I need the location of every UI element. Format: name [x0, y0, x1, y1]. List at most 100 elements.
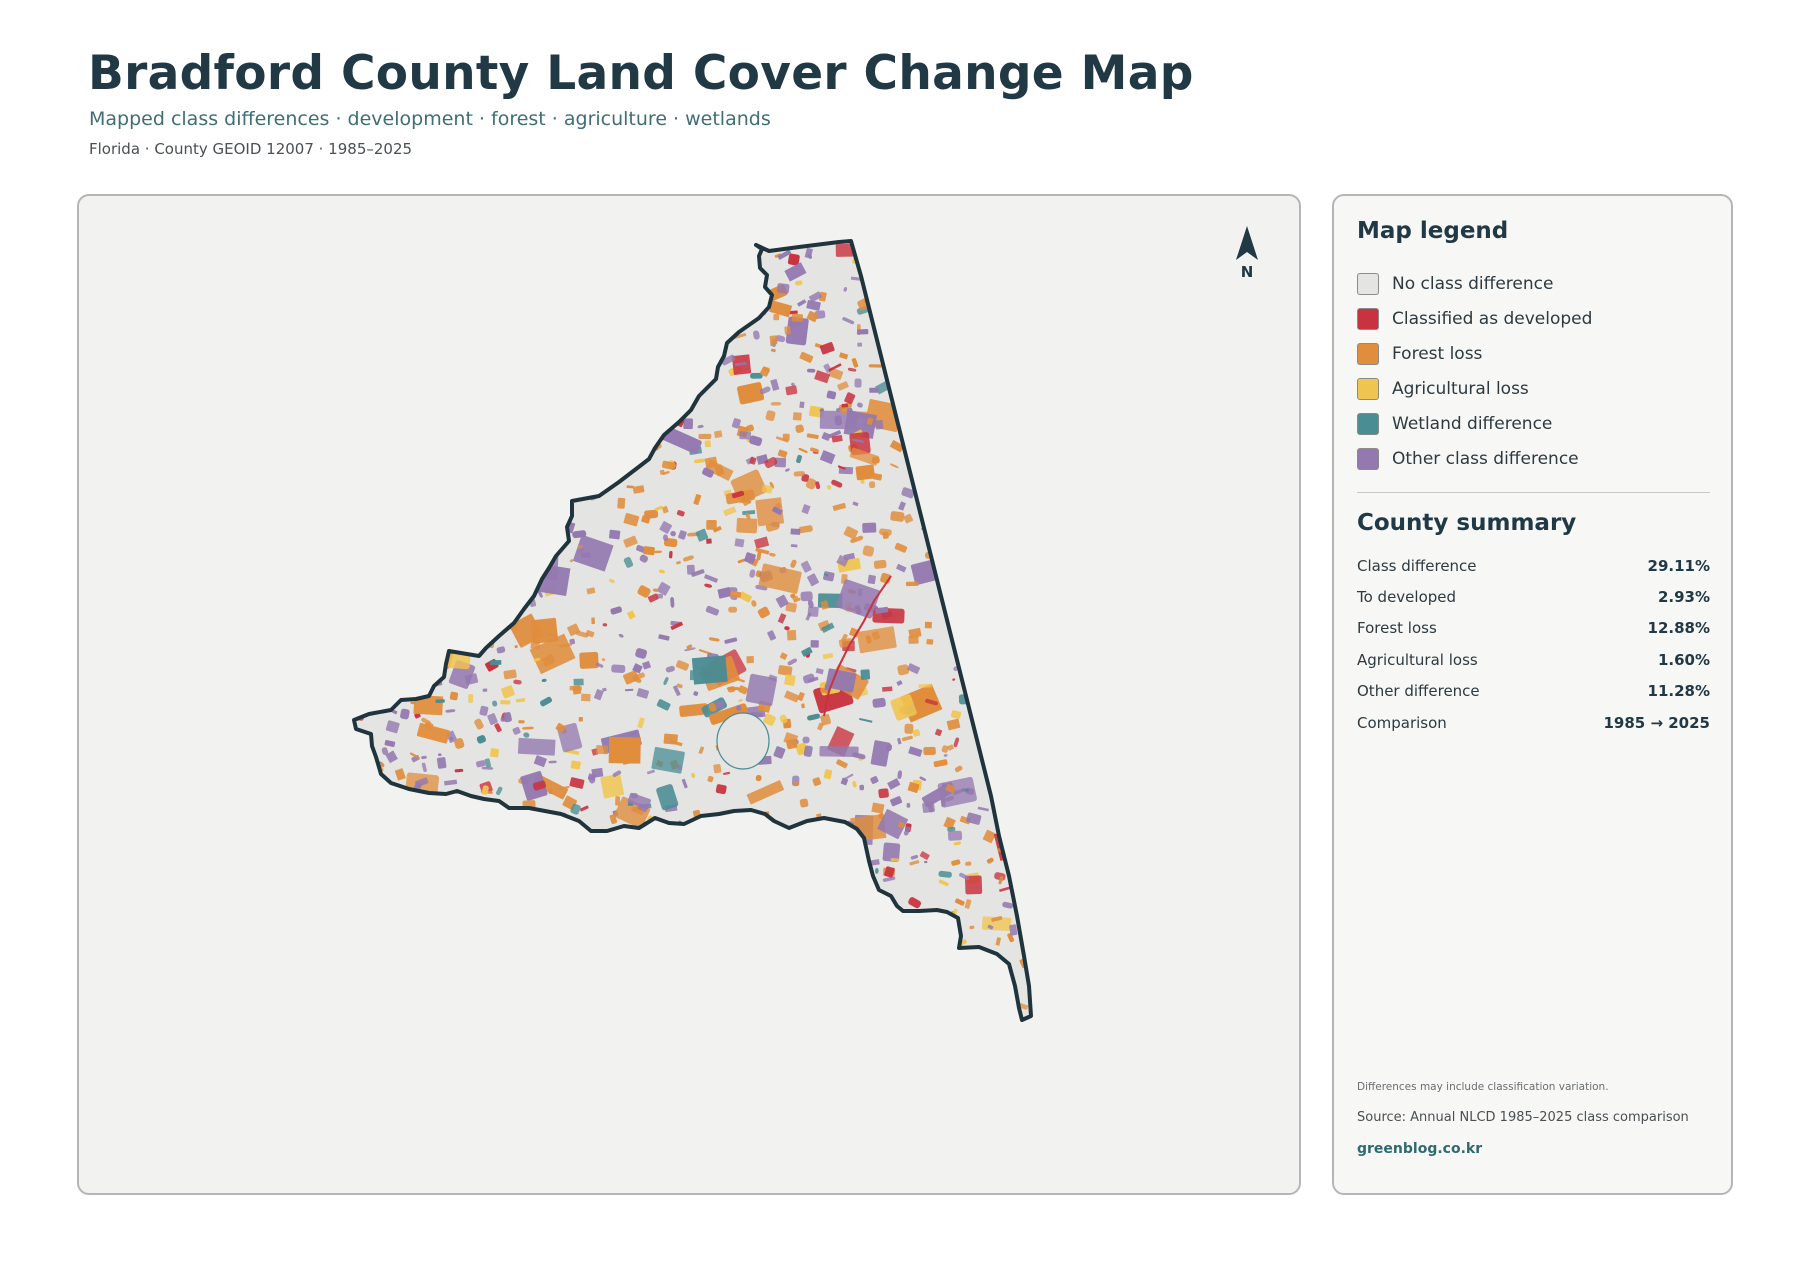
change-patch-wetland — [492, 700, 498, 707]
change-patch-forest-loss — [643, 278, 650, 286]
change-patch-forest-loss — [548, 878, 557, 890]
change-patch-forest-loss — [879, 528, 892, 536]
change-patch-other — [523, 514, 534, 527]
change-patch-forest-loss — [817, 722, 824, 731]
change-patch-other — [400, 875, 404, 880]
change-patch-other — [929, 1015, 937, 1020]
change-patch-other — [934, 1014, 948, 1020]
change-patch-forest-loss — [971, 1021, 981, 1031]
change-patch-other — [377, 254, 386, 260]
change-patch-agricultural-loss — [489, 748, 500, 758]
legend-swatch — [1357, 307, 1379, 330]
map-panel[interactable]: N — [77, 194, 1301, 1195]
change-patch-forest-loss — [674, 946, 680, 953]
change-patch-forest-loss — [904, 723, 914, 734]
change-patch-other — [433, 241, 449, 252]
change-patch-developed — [925, 698, 938, 706]
change-patch-other — [856, 952, 870, 961]
change-patch-other — [641, 933, 646, 938]
change-patch-forest-loss — [362, 940, 376, 953]
change-patch-forest-loss — [676, 560, 681, 565]
change-patch-other — [802, 736, 810, 744]
change-patch-forest-loss — [454, 530, 465, 543]
county-map[interactable] — [79, 196, 1301, 1195]
change-patch-other — [629, 1010, 641, 1020]
change-patch-forest-loss — [998, 876, 1004, 885]
change-patch-forest-loss — [777, 665, 793, 676]
change-patch-developed — [471, 561, 484, 575]
change-patch-forest-loss — [991, 774, 1001, 782]
change-patch-other — [772, 991, 778, 999]
change-patch-forest-loss — [1007, 933, 1015, 943]
change-patch-other — [372, 408, 388, 420]
change-patch-forest-loss — [424, 722, 434, 730]
change-patch-forest-loss — [369, 621, 380, 630]
change-patch-forest-loss — [543, 346, 548, 352]
change-patch-forest-loss — [1019, 453, 1029, 463]
change-patch-other — [915, 255, 936, 277]
change-patch-forest-loss — [641, 277, 654, 285]
change-patch-forest-loss — [708, 637, 720, 642]
change-patch-other — [361, 815, 365, 821]
change-patch-forest-loss — [489, 820, 505, 831]
change-patch-forest-loss — [924, 621, 932, 629]
change-patch-developed — [643, 1021, 656, 1033]
change-patch-forest-loss — [999, 808, 1005, 816]
change-patch-forest-loss — [755, 923, 763, 934]
change-patch-developed — [1028, 848, 1031, 871]
change-patch-other — [445, 983, 452, 996]
change-patch-forest-loss — [421, 608, 428, 613]
change-patch-other — [900, 263, 914, 276]
change-patch-forest-loss — [647, 869, 662, 880]
change-patch-forest-loss — [945, 783, 956, 794]
change-patch-forest-loss — [996, 338, 1004, 345]
change-patch-developed — [661, 325, 672, 336]
change-patch-wetland — [523, 732, 530, 738]
legend-label: Wetland difference — [1392, 413, 1553, 434]
change-patch-forest-loss — [909, 859, 920, 866]
change-patch-other — [639, 984, 681, 1018]
change-patch-forest-loss — [488, 241, 532, 276]
change-patch-wetland — [801, 647, 813, 657]
change-patch-wetland — [428, 504, 468, 534]
change-patch-developed — [564, 304, 588, 325]
change-patch-other — [825, 668, 857, 693]
change-patch-other — [744, 552, 756, 564]
change-patch-forest-loss — [601, 658, 606, 662]
change-patch-other — [676, 764, 682, 770]
change-patch-other — [381, 344, 393, 354]
change-patch-forest-loss — [738, 685, 748, 695]
site-credit[interactable]: greenblog.co.kr — [1357, 1141, 1483, 1157]
change-patch-forest-loss — [973, 440, 989, 452]
change-patch-other — [808, 828, 819, 840]
change-patch-developed — [622, 278, 629, 288]
change-patch-other — [476, 760, 486, 768]
change-patch-other — [901, 487, 915, 499]
change-patch-forest-loss — [469, 970, 482, 980]
change-patch-other — [938, 461, 947, 468]
change-patch-agricultural-loss — [1034, 898, 1042, 901]
change-patch-other — [799, 401, 805, 409]
change-patch-forest-loss — [978, 450, 982, 455]
change-patch-other — [843, 410, 878, 439]
change-patch-forest-loss — [974, 660, 983, 668]
change-patch-agricultural-loss — [822, 653, 834, 659]
change-patch-agricultural-loss — [932, 1000, 944, 1006]
change-patch-developed — [787, 253, 800, 266]
change-patch-other — [1017, 241, 1027, 251]
change-patch-developed — [472, 564, 480, 572]
change-patch-other — [547, 384, 556, 393]
change-patch-agricultural-loss — [658, 569, 665, 574]
change-patch-other — [385, 750, 398, 764]
change-patch-other — [731, 418, 741, 429]
change-patch-forest-loss — [487, 896, 500, 903]
change-patch-wetland — [476, 735, 486, 744]
change-patch-agricultural-loss — [761, 484, 773, 494]
change-patch-forest-loss — [954, 765, 963, 773]
change-patch-developed — [1020, 425, 1024, 432]
change-patch-agricultural-loss — [654, 505, 664, 511]
change-patch-forest-loss — [384, 290, 394, 303]
change-patch-other — [607, 333, 613, 339]
change-patch-forest-loss — [922, 1003, 963, 1020]
change-patch-developed — [1029, 653, 1031, 659]
